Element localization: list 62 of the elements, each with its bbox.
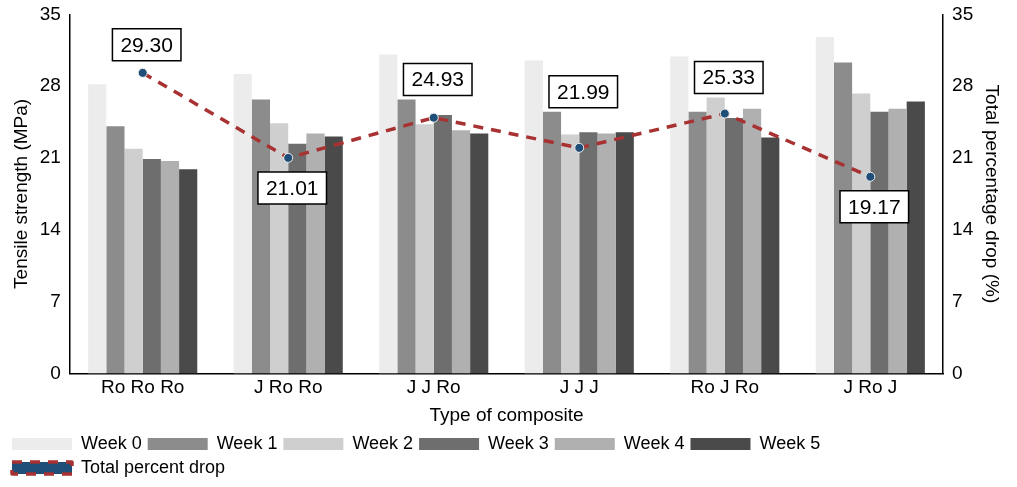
bar — [615, 132, 634, 374]
data-label: 24.93 — [411, 67, 465, 91]
bar — [815, 36, 834, 374]
bar — [579, 132, 598, 374]
bar — [761, 137, 780, 374]
legend-label: Total percent drop — [81, 456, 226, 477]
data-label: 29.30 — [120, 32, 173, 56]
legend-label: Week 2 — [352, 432, 414, 453]
bar — [397, 99, 416, 374]
legend-label: Week 0 — [81, 432, 142, 453]
x-tick-label: J Ro Ro — [253, 376, 323, 398]
y2-axis-title: Total percentage drop (%) — [982, 84, 1004, 304]
y-tick-label: 28 — [39, 74, 61, 96]
y2-tick-label: 21 — [952, 146, 974, 168]
data-label: 19.17 — [848, 194, 901, 218]
bar — [106, 126, 125, 374]
data-label: 25.33 — [702, 65, 756, 89]
y-tick-label: 21 — [39, 146, 61, 168]
bar — [688, 111, 707, 374]
x-tick-label: Ro J Ro — [690, 376, 760, 398]
legend-label: Week 5 — [759, 432, 821, 453]
x-tick-label: J Ro J — [843, 376, 898, 398]
bar — [724, 118, 743, 374]
bar — [142, 159, 161, 374]
y-tick-label: 35 — [39, 2, 61, 24]
y-axis-title: Tensile strength (MPa) — [9, 98, 31, 289]
bar — [451, 130, 471, 374]
bar — [124, 148, 143, 374]
bar — [160, 161, 180, 374]
x-tick-label: J J Ro — [406, 376, 461, 398]
y2-tick-label: 7 — [952, 289, 963, 311]
legend-label: Week 1 — [216, 432, 278, 453]
bar — [561, 134, 580, 374]
bar — [415, 124, 434, 374]
legend-label: Week 4 — [623, 432, 685, 453]
bar — [524, 60, 543, 374]
y2-tick-label: 14 — [952, 218, 974, 240]
bar — [470, 133, 489, 374]
y2-tick-label: 28 — [952, 74, 974, 96]
y-tick-label: 0 — [50, 361, 61, 383]
x-axis-title: Type of composite — [429, 403, 584, 425]
bar — [706, 97, 725, 374]
x-tick-label: J J J — [559, 376, 599, 398]
bar — [88, 84, 107, 374]
bar — [324, 136, 343, 374]
y2-tick-label: 0 — [952, 361, 963, 383]
bar — [433, 114, 452, 374]
y2-tick-label: 35 — [952, 2, 974, 24]
bar — [597, 133, 616, 374]
data-label: 21.01 — [265, 175, 319, 199]
bar — [379, 54, 398, 374]
data-label: 21.99 — [556, 79, 610, 103]
bar — [179, 169, 198, 374]
y-tick-label: 7 — [50, 289, 61, 311]
y-tick-label: 14 — [39, 218, 62, 240]
bar — [542, 111, 562, 374]
bar — [233, 73, 252, 374]
x-tick-label: Ro Ro Ro — [100, 376, 185, 398]
bar — [906, 101, 925, 374]
bar — [670, 56, 689, 374]
bar — [742, 108, 762, 374]
legend-label: Week 3 — [488, 432, 549, 453]
